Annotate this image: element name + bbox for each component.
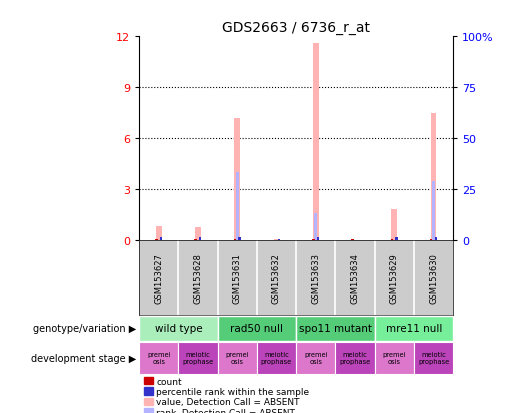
Bar [234, 239, 236, 240]
Text: development stage ▶: development stage ▶ [31, 353, 136, 363]
Bar [257, 342, 296, 374]
Bar [396, 238, 398, 240]
Bar [160, 238, 162, 240]
Bar [195, 228, 201, 240]
Bar [238, 238, 241, 240]
Text: mre11 null: mre11 null [386, 324, 442, 334]
Bar [314, 213, 317, 240]
Bar [430, 239, 433, 240]
Bar [139, 342, 178, 374]
Bar [178, 342, 218, 374]
Bar [391, 210, 397, 240]
Text: meiotic
prophase: meiotic prophase [339, 351, 371, 365]
Bar [235, 173, 239, 240]
Text: GSM153630: GSM153630 [429, 252, 438, 303]
Bar [217, 342, 257, 374]
Bar [432, 181, 435, 240]
Text: GSM153628: GSM153628 [194, 252, 202, 303]
Bar [139, 317, 217, 341]
Bar [375, 342, 414, 374]
Bar [312, 239, 315, 240]
Bar [199, 238, 201, 240]
Text: GSM153631: GSM153631 [233, 252, 242, 303]
Bar [234, 119, 240, 240]
Bar [317, 237, 319, 240]
Legend: count, percentile rank within the sample, value, Detection Call = ABSENT, rank, : count, percentile rank within the sample… [144, 377, 310, 413]
Text: premei
osis: premei osis [304, 351, 328, 365]
Bar [155, 239, 158, 240]
Text: genotype/variation ▶: genotype/variation ▶ [32, 324, 136, 334]
Text: meiotic
prophase: meiotic prophase [261, 351, 292, 365]
Text: meiotic
prophase: meiotic prophase [182, 351, 214, 365]
Bar [435, 238, 437, 240]
Title: GDS2663 / 6736_r_at: GDS2663 / 6736_r_at [222, 21, 370, 35]
Text: GSM153632: GSM153632 [272, 252, 281, 303]
Text: GSM153634: GSM153634 [351, 252, 359, 303]
Bar [391, 239, 393, 240]
Bar [414, 342, 453, 374]
Bar [296, 342, 335, 374]
Text: premei
osis: premei osis [383, 351, 406, 365]
Bar [195, 239, 197, 240]
Bar [296, 317, 375, 341]
Bar [375, 317, 453, 341]
Bar [313, 44, 319, 240]
Bar [431, 114, 436, 240]
Text: GSM153629: GSM153629 [390, 252, 399, 303]
Bar [335, 342, 375, 374]
Text: meiotic
prophase: meiotic prophase [418, 351, 449, 365]
Text: wild type: wild type [154, 324, 202, 334]
Text: premei
osis: premei osis [147, 351, 170, 365]
Text: GSM153633: GSM153633 [311, 252, 320, 303]
Text: spo11 mutant: spo11 mutant [299, 324, 372, 334]
Text: rad50 null: rad50 null [230, 324, 283, 334]
Bar [217, 317, 296, 341]
Text: GSM153627: GSM153627 [154, 252, 163, 303]
Bar [156, 226, 162, 240]
Text: premei
osis: premei osis [226, 351, 249, 365]
